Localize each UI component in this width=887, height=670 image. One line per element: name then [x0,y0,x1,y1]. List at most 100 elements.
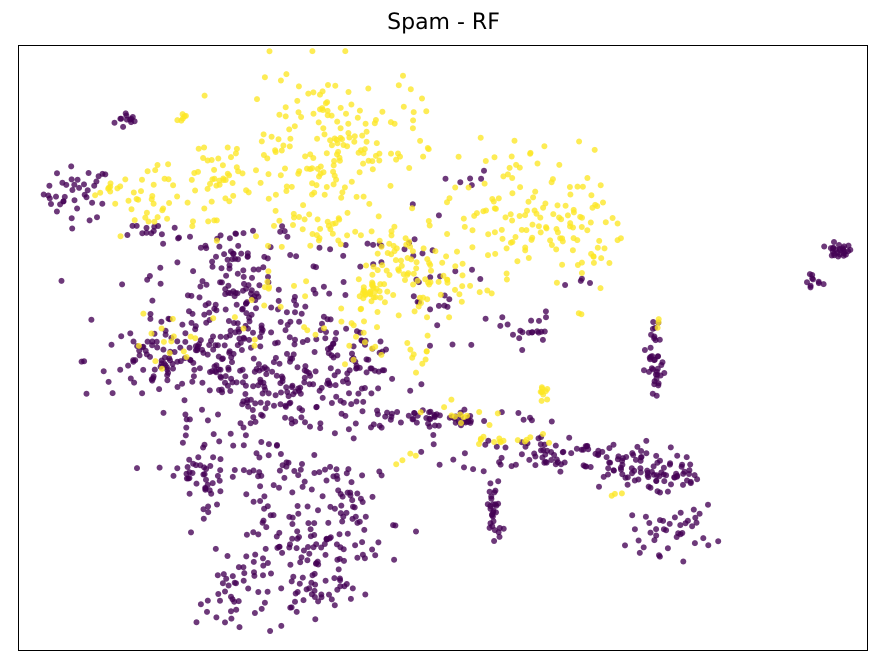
scatter-point [504,321,511,328]
scatter-point [174,193,181,200]
scatter-point [327,463,334,470]
scatter-point [657,517,663,524]
scatter-point [360,329,367,336]
scatter-point [307,526,314,533]
scatter-point [531,207,538,214]
scatter-point [335,487,342,494]
scatter-point [165,176,172,183]
scatter-point [204,351,211,358]
scatter-point [317,425,324,432]
scatter-point [326,290,333,297]
scatter-point [306,211,313,218]
scatter-point [315,507,321,514]
scatter-point [491,154,498,161]
scatter-point [202,486,209,493]
scatter-point [226,235,233,242]
scatter-point [210,333,216,340]
scatter-point [344,209,351,216]
scatter-point [301,379,308,386]
scatter-point [353,333,359,340]
scatter-point [292,336,298,343]
scatter-point [407,86,414,93]
scatter-point [411,308,418,315]
scatter-point [687,461,694,468]
scatter-point [252,418,259,425]
scatter-point [605,465,612,472]
scatter-point [529,329,536,336]
scatter-point [504,171,511,178]
scatter-point [260,517,267,524]
scatter-point [140,310,147,317]
scatter-point [225,366,232,373]
scatter-point [229,359,235,366]
scatter-point [175,235,182,242]
scatter-point [654,324,661,331]
scatter-point [263,524,270,531]
scatter-point [238,250,245,257]
scatter-point [540,391,547,398]
scatter-point [471,212,478,219]
scatter-point [329,230,336,237]
scatter-point [342,292,349,298]
scatter-point [232,150,239,157]
scatter-point [387,119,394,126]
scatter-point [335,148,342,155]
scatter-point [333,329,340,336]
scatter-point [328,112,335,119]
scatter-point [678,463,685,470]
scatter-point [308,579,315,586]
scatter-point [486,422,493,428]
scatter-point [664,545,671,552]
scatter-point [307,423,313,430]
scatter-point [527,414,533,421]
scatter-point [143,224,150,231]
scatter-point [342,412,349,419]
scatter-point [186,490,193,497]
scatter-point [444,231,451,237]
scatter-point [352,420,359,427]
scatter-point [353,398,360,405]
scatter-point [286,544,293,551]
scatter-point [366,200,373,207]
scatter-point [579,183,586,190]
scatter-point [149,297,156,304]
scatter-point [413,528,419,535]
scatter-point [372,343,379,350]
scatter-point [458,298,465,305]
scatter-point [568,450,575,457]
scatter-point [534,160,541,167]
scatter-point [649,366,656,373]
scatter-point [417,409,424,416]
scatter-point [361,339,368,346]
scatter-point [548,457,555,463]
scatter-point [233,606,240,613]
scatter-point [186,416,193,423]
scatter-point [237,420,244,427]
scatter-point [343,325,350,332]
scatter-point [834,249,841,256]
scatter-point [564,212,571,219]
scatter-point [372,288,378,295]
scatter-point [130,357,137,364]
scatter-point [259,327,266,333]
scatter-point [476,409,483,415]
scatter-point [841,243,848,250]
scatter-point [422,356,429,363]
scatter-point [395,82,402,89]
scatter-point [610,467,617,474]
scatter-point [578,275,585,282]
scatter-point [682,520,689,527]
scatter-point [210,431,217,438]
scatter-point [544,396,551,403]
scatter-point [423,348,430,355]
scatter-point [287,561,294,568]
scatter-point [325,82,331,88]
scatter-point [404,271,411,278]
scatter-point [269,368,276,375]
scatter-point [251,572,258,579]
scatter-point [165,161,172,168]
scatter-point [345,426,352,433]
scatter-point [549,176,556,183]
scatter-point [211,363,218,370]
scatter-point [331,575,338,582]
